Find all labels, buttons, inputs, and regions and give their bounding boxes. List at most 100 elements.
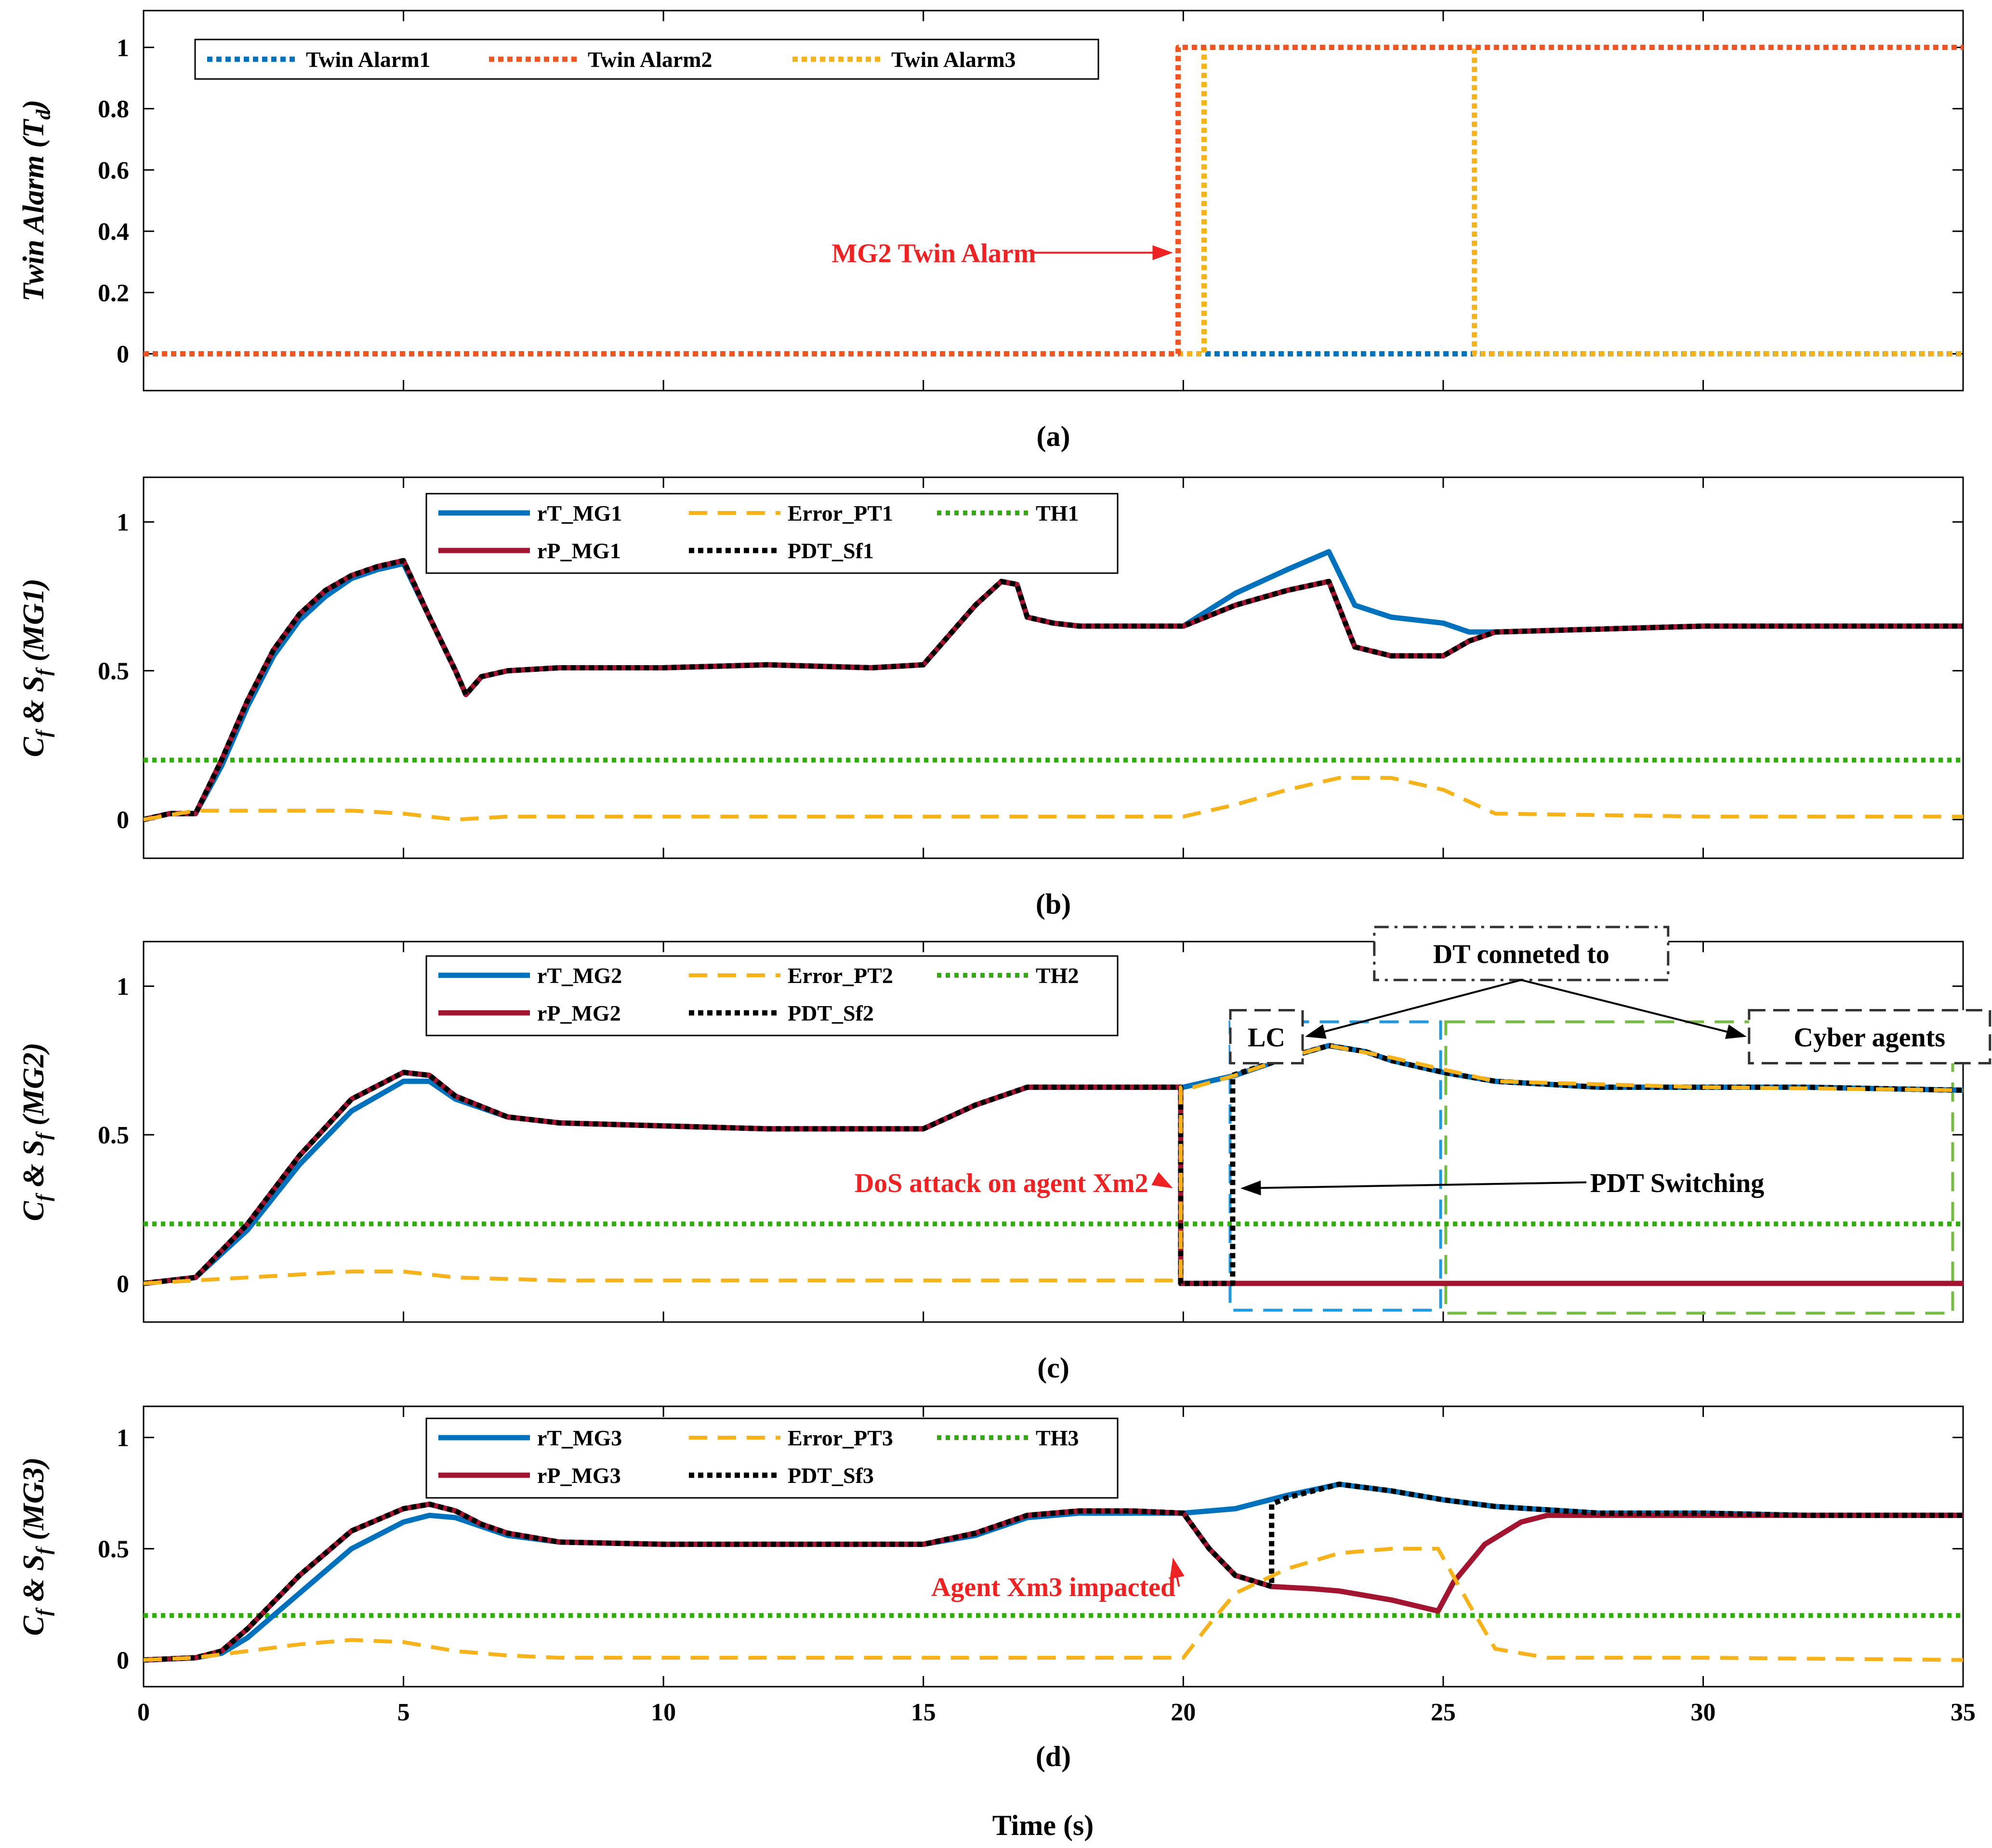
y-axis-label-rest: (MG2)	[17, 1043, 50, 1133]
annotation-dos-attack-on-agent-xm2-arrowhead	[1151, 1172, 1173, 1189]
legend-box	[425, 955, 1119, 1036]
y-axis-label: Cf & Sf (MG2)	[17, 1043, 55, 1221]
legend-box	[425, 493, 1119, 574]
x-tick-label: 15	[911, 1699, 936, 1726]
legend: rT_MG3 Error_PT3 TH3 rP_MG3 PDT_Sf3	[425, 1417, 1119, 1499]
y-tick-label: 0.4	[98, 218, 129, 246]
y-tick-label: 0.5	[98, 1122, 129, 1149]
legend-label-twin-alarm3: Twin Alarm3	[891, 47, 1016, 72]
panel-label: (b)	[1036, 888, 1071, 920]
y-tick-label: 0	[117, 1647, 129, 1675]
legend-box	[425, 1417, 1119, 1499]
annotation-mg2-twin-alarm-arrowhead	[1152, 245, 1173, 261]
annotation-dos-attack-on-agent-xm2: DoS attack on agent Xm2	[855, 1168, 1148, 1198]
panel-c: 00.51(c)Cf & Sf (MG2)rT_MG2 Error_PT2 TH2r…	[17, 926, 1992, 1384]
series-twin-alarm3	[144, 44, 1963, 357]
y-axis-label: Cf & Sf (MG1)	[17, 578, 55, 757]
y-tick-label: 0	[117, 1271, 129, 1298]
y-tick-label: 0	[117, 807, 129, 834]
legend-label-rp-mg1: rP_MG1	[537, 538, 621, 563]
x-tick-label: 35	[1951, 1699, 1976, 1726]
x-tick-label: 0	[137, 1699, 150, 1726]
y-axis-label-c: C	[17, 1615, 50, 1636]
panel-a: 00.20.40.60.81(a)Twin Alarm (Td)Twin Ala…	[17, 10, 1964, 452]
legend-label-th1: TH1	[1036, 501, 1079, 525]
annotation-agent-xm3-impacted-arrowhead	[1170, 1558, 1185, 1579]
legend-label-pdt-sf2: PDT_Sf2	[788, 1001, 874, 1025]
legend-label-th2: TH2	[1036, 963, 1079, 988]
annotation-cyber-agents-box	[1748, 1009, 1992, 1064]
legend-label-twin-alarm1: Twin Alarm1	[306, 47, 431, 72]
x-tick-label: 10	[651, 1699, 676, 1726]
x-tick-label: 30	[1690, 1699, 1715, 1726]
y-axis-label-sub: d	[33, 109, 55, 119]
annotation-dt-conneted-to-box	[1373, 926, 1670, 982]
series-error-pt3	[144, 1547, 1963, 1662]
legend-label-rt-mg1: rT_MG1	[537, 501, 622, 525]
legend-label-error-pt1: Error_PT1	[788, 501, 893, 525]
legend-label-error-pt2: Error_PT2	[788, 963, 893, 988]
panel-label: (c)	[1037, 1352, 1069, 1384]
y-tick-label: 1	[117, 509, 129, 537]
panel-label: (a)	[1037, 420, 1070, 452]
dt-link-arrow	[1319, 979, 1522, 1034]
series-group	[144, 1043, 1963, 1286]
dt-link-arrowhead	[1725, 1024, 1747, 1039]
y-axis-label-sub: f	[33, 729, 55, 737]
legend-label-error-pt3: Error_PT3	[788, 1426, 893, 1450]
annotation-pdt-switching-arrowhead	[1240, 1180, 1261, 1195]
x-tick-label: 20	[1171, 1699, 1196, 1726]
legend-label-th3: TH3	[1036, 1426, 1079, 1450]
series-rp-mg1	[144, 558, 1963, 823]
y-tick-label: 1	[117, 34, 129, 62]
y-tick-label: 0.6	[98, 157, 129, 184]
legend-label-rp-mg3: rP_MG3	[537, 1463, 621, 1488]
y-axis-label-sub: f	[33, 1607, 55, 1616]
dt-link-arrow	[1521, 979, 1733, 1035]
legend: rT_MG1 Error_PT1 TH1 rP_MG1 PDT_Sf1	[425, 493, 1119, 574]
y-tick-label: 1	[117, 973, 129, 1001]
series-pdt-sf2	[144, 1043, 1963, 1286]
y-tick-label: 0.8	[98, 96, 129, 123]
annotation-agent-xm3-impacted: Agent Xm3 impacted	[931, 1573, 1175, 1602]
y-axis-label-amp: & S	[17, 1554, 50, 1609]
x-tick-label: 25	[1431, 1699, 1456, 1726]
legend: Twin Alarm1 Twin Alarm2 Twin Alarm3	[194, 39, 1099, 80]
y-axis-label-amp: & S	[17, 676, 50, 731]
x-tick-label: 5	[397, 1699, 410, 1726]
y-axis-label-sub: f	[33, 1131, 55, 1140]
axes-box	[143, 1405, 1964, 1688]
annotation-lc: LC	[1248, 1023, 1285, 1053]
axes-box	[143, 476, 1964, 859]
legend-label-pdt-sf1: PDT_Sf1	[788, 538, 874, 563]
region-cyber-agents-region	[1444, 1020, 1954, 1315]
y-axis-label-close: )	[17, 100, 50, 112]
series-error-pt1	[144, 776, 1963, 822]
panel-b: 00.51(b)Cf & Sf (MG1)rT_MG1 Error_PT1 TH1r…	[17, 476, 1964, 920]
series-rt-mg2	[144, 1043, 1963, 1286]
series-pdt-sf1	[144, 558, 1963, 823]
series-pdt-sf3	[144, 1481, 1963, 1663]
series-twin-alarm2	[144, 44, 1963, 357]
legend: rT_MG2 Error_PT2 TH2 rP_MG2 PDT_Sf2	[425, 955, 1119, 1036]
annotation-mg2-twin-alarm: MG2 Twin Alarm	[831, 239, 1036, 269]
legend-label-rp-mg2: rP_MG2	[537, 1001, 621, 1025]
y-axis-label: Cf & Sf (MG3)	[17, 1457, 55, 1636]
legend-label-pdt-sf3: PDT_Sf3	[788, 1463, 874, 1488]
y-tick-label: 0.2	[98, 279, 129, 307]
y-tick-label: 1	[117, 1425, 129, 1452]
y-axis-label-sub: f	[33, 667, 55, 676]
legend-label-rt-mg2: rT_MG2	[537, 963, 622, 988]
series-group	[144, 44, 1963, 357]
y-axis-label-sub: f	[33, 1546, 55, 1554]
legend-box	[194, 39, 1099, 80]
series-group	[144, 1481, 1963, 1663]
annotation-pdt-switching-arrow	[1254, 1181, 1587, 1189]
y-tick-label: 0	[117, 341, 129, 368]
annotation-pdt-switching: PDT Switching	[1590, 1168, 1764, 1198]
y-tick-label: 0.5	[98, 1536, 129, 1563]
dt-link-arrowhead	[1305, 1024, 1327, 1039]
y-axis-label-rest: (MG1)	[17, 578, 50, 669]
x-axis-label: Time (s)	[992, 1809, 1094, 1841]
